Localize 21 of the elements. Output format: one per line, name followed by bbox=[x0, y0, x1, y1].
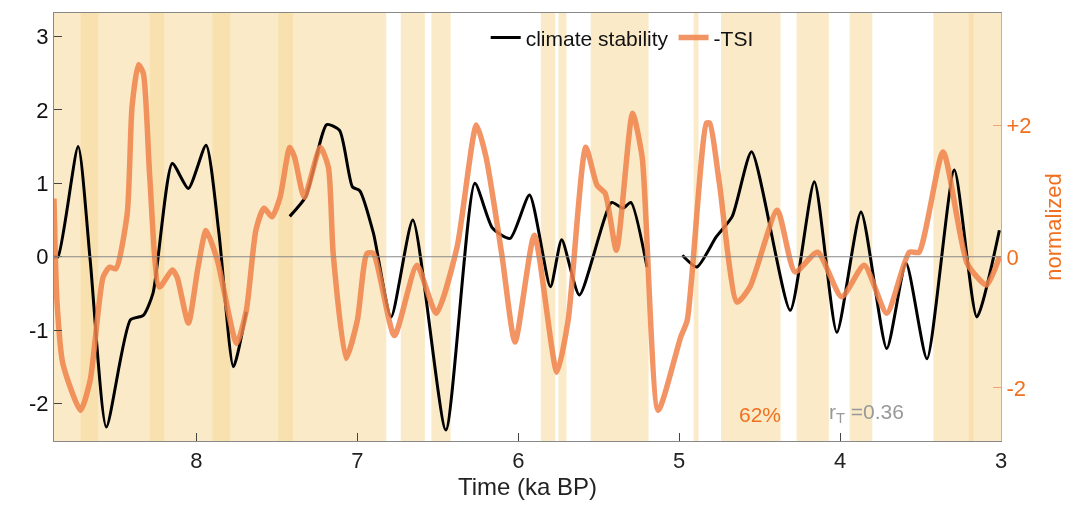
y2-tick-label: 0 bbox=[1006, 244, 1019, 270]
y-tick-label: 1 bbox=[36, 171, 49, 197]
y-tick-label: 3 bbox=[36, 24, 49, 50]
legend-label: -TSI bbox=[713, 26, 754, 50]
x-tick-label: 6 bbox=[512, 448, 525, 474]
y2-axis-title: normalized bbox=[1041, 173, 1067, 281]
x-tick-label: 4 bbox=[833, 448, 847, 474]
annotation: r$_{T}$ =0.36 bbox=[829, 400, 904, 427]
y-tick-label: -2 bbox=[29, 391, 49, 417]
y-tick-label: 2 bbox=[36, 97, 49, 123]
y-tick-label: -1 bbox=[29, 317, 49, 343]
legend-label: climate stability bbox=[525, 26, 669, 50]
x-tick-label: 3 bbox=[994, 448, 1008, 474]
y2-tick-label: -2 bbox=[1006, 375, 1026, 401]
x-tick-label: 7 bbox=[351, 448, 364, 474]
y-tick-label: 0 bbox=[36, 244, 49, 270]
annotation: 62% bbox=[739, 403, 782, 426]
y2-tick-label: +2 bbox=[1006, 113, 1032, 139]
x-axis-title: Time (ka BP) bbox=[457, 473, 598, 501]
x-tick-label: 8 bbox=[190, 448, 203, 474]
x-tick-label: 5 bbox=[673, 448, 686, 474]
